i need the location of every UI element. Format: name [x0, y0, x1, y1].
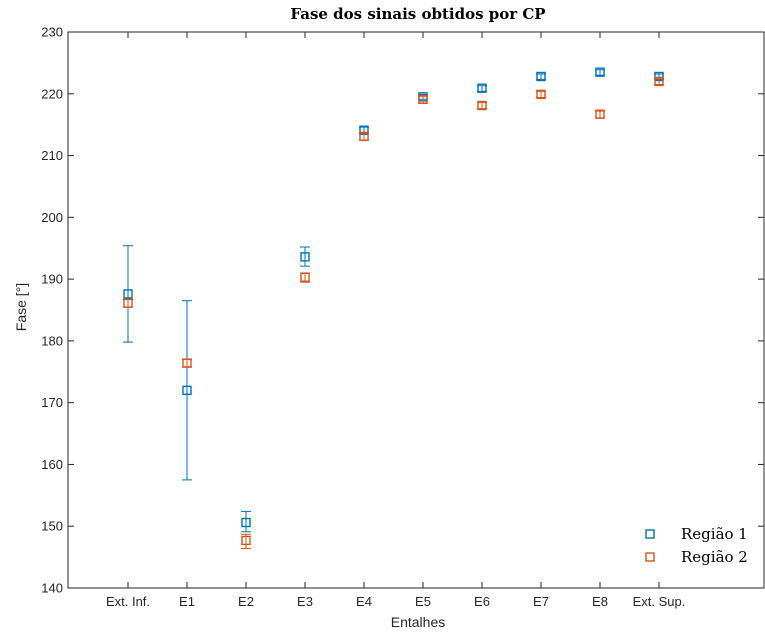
- data-point: [359, 131, 369, 142]
- data-point: [654, 76, 664, 87]
- y-tick-label: 150: [41, 519, 63, 534]
- axes-box: [67, 31, 765, 589]
- data-point: [300, 272, 310, 282]
- data-point: [123, 289, 133, 299]
- y-tick-label: 180: [41, 333, 63, 348]
- plot-area: Ext. Inf. E1 E2 E3 E4 E5 E6 E7 E8 Ext. Sup. 140 15…: [41, 25, 765, 609]
- y-axis-label: Fase [°]: [13, 283, 29, 331]
- legend-marker: [645, 552, 655, 562]
- x-axis: Ext. Inf. E1 E2 E3 E4 E5 E6 E7 E8 Ext. Sup.: [106, 32, 685, 609]
- data-point: [123, 298, 133, 308]
- data-point: [182, 358, 192, 368]
- data-point: [477, 83, 487, 93]
- y-tick-label: 210: [41, 148, 63, 163]
- data-point: [418, 94, 428, 105]
- x-tick-label: Ext. Sup.: [633, 594, 686, 609]
- data-point: [536, 71, 546, 82]
- legend-label: Região 2: [681, 548, 748, 566]
- x-tick-label: E2: [238, 594, 254, 609]
- y-tick-label: 230: [41, 25, 63, 40]
- x-tick-label: E8: [592, 594, 608, 609]
- y-axis: 140 150 160 170 180 190 200 210 220 230: [41, 25, 764, 596]
- data-point: [241, 517, 251, 528]
- x-tick-label: Ext. Inf.: [106, 594, 150, 609]
- y-tick-label: 190: [41, 272, 63, 287]
- x-tick-label: E3: [297, 594, 313, 609]
- data-point: [477, 100, 487, 111]
- data-point: [595, 67, 605, 77]
- y-tick-label: 220: [41, 86, 63, 101]
- series-2: [123, 76, 664, 549]
- data-point: [300, 252, 310, 262]
- x-tick-label: E7: [533, 594, 549, 609]
- x-tick-label: E4: [356, 594, 372, 609]
- y-tick-label: 160: [41, 457, 63, 472]
- y-tick-label: 200: [41, 210, 63, 225]
- data-point: [241, 535, 251, 546]
- x-tick-label: E6: [474, 594, 490, 609]
- x-tick-label: E1: [179, 594, 195, 609]
- legend-label: Região 1: [681, 525, 748, 543]
- data-point: [536, 89, 546, 100]
- legend: Região 1 Região 2: [645, 525, 748, 566]
- chart-title: Fase dos sinais obtidos por CP: [290, 5, 545, 23]
- data-point: [182, 385, 192, 396]
- x-axis-label: Entalhes: [391, 614, 445, 630]
- legend-marker: [645, 529, 655, 539]
- data-point: [595, 109, 605, 119]
- x-tick-label: E5: [415, 594, 431, 609]
- y-tick-label: 140: [41, 581, 63, 596]
- series-layer: [123, 67, 664, 549]
- y-tick-label: 170: [41, 395, 63, 410]
